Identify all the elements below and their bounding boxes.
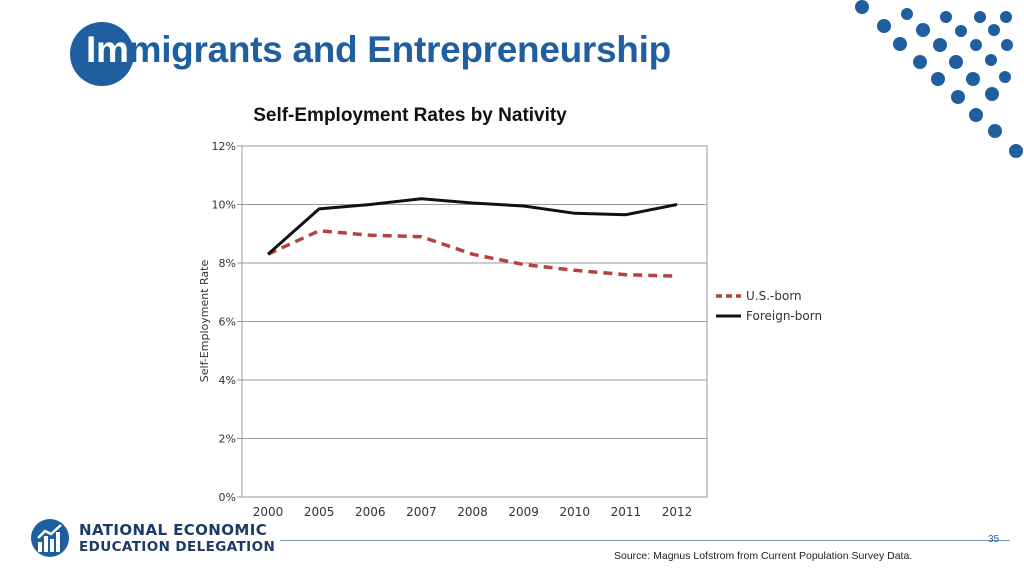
y-axis-label: Self-Employment Rate xyxy=(198,260,211,383)
x-tick-label: 2010 xyxy=(559,505,590,519)
decorative-dot-pattern xyxy=(855,0,1023,158)
legend-label: U.S.-born xyxy=(746,289,802,303)
footer-divider xyxy=(280,540,1010,541)
legend-label: Foreign-born xyxy=(746,309,822,323)
ned-logo-icon xyxy=(31,519,69,557)
y-tick-label: 4% xyxy=(219,374,236,387)
slide-title-rest: migrants and Entrepreneurship xyxy=(128,29,672,70)
x-tick-label: 2012 xyxy=(662,505,693,519)
x-tick-label: 2005 xyxy=(304,505,335,519)
y-tick-label: 12% xyxy=(212,140,236,153)
y-tick-label: 6% xyxy=(219,316,236,329)
y-tick-label: 2% xyxy=(219,433,236,446)
slide-title: Immigrants and Entrepreneurship xyxy=(86,29,671,71)
x-tick-label: 2007 xyxy=(406,505,437,519)
x-tick-label: 2000 xyxy=(253,505,284,519)
series-line-u-s-born xyxy=(267,229,678,278)
y-tick-label: 8% xyxy=(219,257,236,270)
slide-title-highlight: Im xyxy=(86,29,129,70)
page-number: 35 xyxy=(988,534,1000,545)
logo-text-line1: NATIONAL ECONOMIC xyxy=(79,521,268,539)
logo-text-line2: EDUCATION DELEGATION xyxy=(79,539,276,555)
y-tick-label: 10% xyxy=(212,199,236,212)
series-line-foreign-born xyxy=(267,197,678,256)
x-tick-label: 2008 xyxy=(457,505,488,519)
title-accent-circle xyxy=(70,22,134,86)
x-tick-label: 2006 xyxy=(355,505,386,519)
chart-title: Self-Employment Rates by Nativity xyxy=(253,105,567,126)
x-tick-label: 2009 xyxy=(508,505,539,519)
y-tick-label: 0% xyxy=(219,491,236,504)
self-employment-chart: Self-Employment Rates by Nativity Self-E… xyxy=(198,105,822,519)
source-note: Source: Magnus Lofstrom from Current Pop… xyxy=(614,550,913,562)
x-tick-label: 2011 xyxy=(611,505,642,519)
